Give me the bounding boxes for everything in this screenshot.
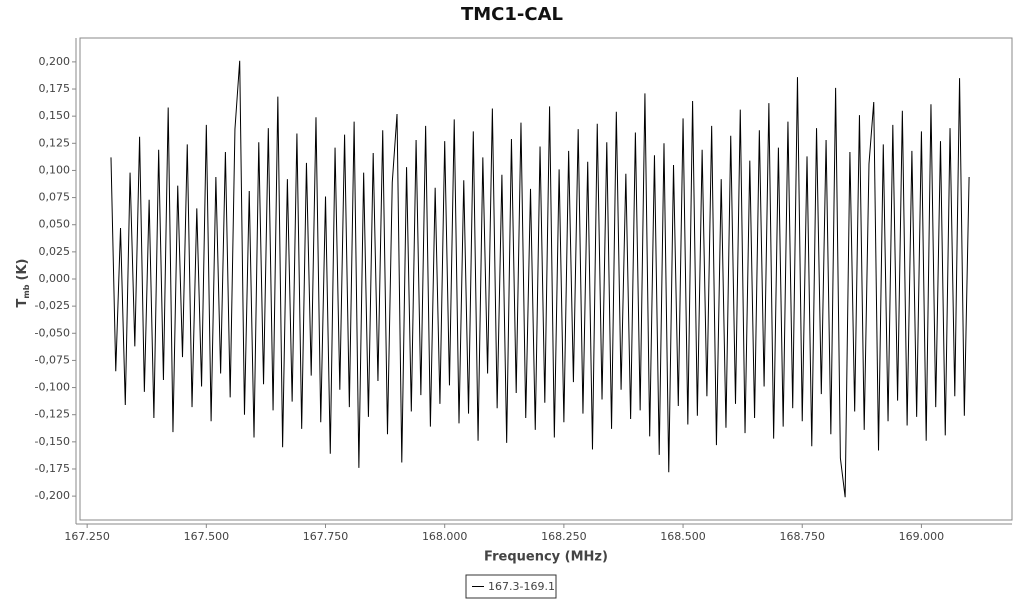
x-tick-label: 168.250 xyxy=(541,530,587,543)
x-tick-label: 168.750 xyxy=(779,530,825,543)
y-tick-label: -0,075 xyxy=(35,353,70,366)
x-tick-label: 167.250 xyxy=(64,530,110,543)
x-tick-label: 168.000 xyxy=(422,530,468,543)
x-tick-label: 167.500 xyxy=(184,530,230,543)
y-tick-label: -0,025 xyxy=(35,299,70,312)
y-tick-label: 0,025 xyxy=(39,245,71,258)
x-tick-label: 167.750 xyxy=(303,530,349,543)
y-axis-title-part: Tmb (K) xyxy=(15,259,31,308)
x-tick-label: 168.500 xyxy=(660,530,706,543)
y-axis-title: Tmb (K) xyxy=(15,259,31,308)
y-tick-label: -0,175 xyxy=(35,462,70,475)
y-tick-label: -0,200 xyxy=(35,489,70,502)
series-line xyxy=(110,60,970,498)
y-tick-label: -0,050 xyxy=(35,326,70,339)
y-tick-label: -0,150 xyxy=(35,435,70,448)
y-title-main: T xyxy=(15,298,30,307)
y-tick-label: 0,175 xyxy=(39,82,71,95)
y-tick-label: 0,050 xyxy=(39,218,71,231)
legend-box xyxy=(465,574,557,599)
legend-label: 167.3-169.1 xyxy=(488,580,555,593)
y-tick-label: 0,150 xyxy=(39,109,71,122)
y-tick-label: 0,100 xyxy=(39,163,71,176)
plot-frame xyxy=(79,37,1013,521)
y-tick-label: -0,100 xyxy=(35,381,70,394)
y-tick-label: 0,200 xyxy=(39,55,71,68)
y-tick-label: -0,125 xyxy=(35,408,70,421)
x-axis-title: Frequency (MHz) xyxy=(484,550,608,565)
x-tick-label: 169.000 xyxy=(899,530,945,543)
y-tick-label: 0,000 xyxy=(39,272,71,285)
y-title-unit: (K) xyxy=(15,259,30,281)
y-tick-label: 0,125 xyxy=(39,136,71,149)
y-tick-label: 0,075 xyxy=(39,191,71,204)
chart-title: TMC1-CAL xyxy=(461,4,563,25)
y-title-sub: mb xyxy=(22,284,31,298)
